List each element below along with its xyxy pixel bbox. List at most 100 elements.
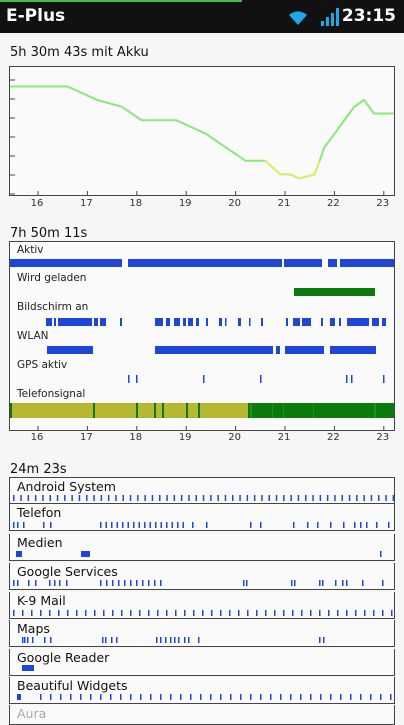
usage-mark bbox=[382, 610, 384, 616]
app-label: Telefon bbox=[17, 505, 62, 520]
app-row-maps[interactable]: Maps bbox=[9, 620, 395, 647]
usage-mark bbox=[170, 637, 172, 643]
app-label: Beautiful Widgets bbox=[17, 678, 128, 693]
app-row-medien[interactable]: Medien bbox=[9, 534, 395, 561]
usage-mark bbox=[139, 610, 141, 616]
app-row-android-system[interactable]: Android System bbox=[9, 477, 395, 504]
x-tick-label: 23 bbox=[376, 198, 390, 209]
usage-mark bbox=[340, 694, 342, 700]
usage-mark bbox=[13, 495, 15, 501]
usage-mark bbox=[130, 580, 132, 586]
app-row-beautiful-widgets[interactable]: Beautiful Widgets bbox=[9, 677, 395, 704]
usage-mark bbox=[280, 694, 282, 700]
status-progress bbox=[0, 0, 242, 2]
usage-mark bbox=[159, 495, 161, 501]
usage-mark bbox=[341, 495, 343, 501]
usage-mark bbox=[356, 495, 358, 501]
wifi-icon bbox=[289, 11, 307, 25]
usage-mark bbox=[157, 610, 159, 616]
x-tick-label: 23 bbox=[376, 432, 390, 443]
app-row-google-services[interactable]: Google Services bbox=[9, 563, 395, 590]
wlan-bar bbox=[47, 346, 93, 354]
usage-mark bbox=[343, 522, 345, 528]
x-tick-label: 17 bbox=[80, 198, 93, 209]
usage-mark bbox=[154, 580, 156, 586]
carrier-label: E-Plus bbox=[6, 6, 66, 26]
usage-mark bbox=[110, 694, 112, 700]
usage-mark bbox=[103, 610, 105, 616]
signal-mark bbox=[250, 403, 252, 418]
usage-mark bbox=[22, 637, 24, 643]
app-row-aura[interactable]: Aura bbox=[9, 705, 395, 725]
battery-chart bbox=[8, 66, 395, 214]
app-label: Google Services bbox=[17, 564, 118, 579]
screen-on-bar bbox=[174, 318, 180, 326]
signal-mark bbox=[10, 403, 12, 418]
usage-mark bbox=[160, 637, 162, 643]
usage-mark bbox=[388, 522, 390, 528]
usage-mark bbox=[90, 694, 92, 700]
usage-mark bbox=[100, 694, 102, 700]
usage-mark bbox=[138, 522, 140, 528]
app-label: Maps bbox=[17, 621, 50, 636]
usage-mark bbox=[107, 495, 110, 501]
usage-mark bbox=[127, 522, 129, 528]
signal-mark bbox=[198, 403, 200, 418]
usage-mark bbox=[192, 522, 194, 528]
usage-mark bbox=[328, 610, 330, 616]
usage-mark bbox=[346, 580, 348, 586]
usage-mark bbox=[111, 522, 113, 528]
charging-bar bbox=[294, 288, 375, 296]
usage-mark bbox=[49, 580, 51, 586]
usage-mark bbox=[13, 522, 15, 528]
usage-mark bbox=[115, 495, 117, 501]
signal-mark bbox=[248, 403, 250, 418]
usage-mark bbox=[330, 522, 332, 528]
screen-on-bar bbox=[238, 318, 241, 326]
usage-mark bbox=[100, 522, 102, 528]
usage-mark bbox=[35, 580, 37, 586]
screen-on-bar bbox=[219, 318, 222, 326]
usage-mark bbox=[27, 637, 29, 643]
signal-mark bbox=[162, 403, 164, 418]
usage-mark bbox=[270, 694, 272, 700]
screen-on-bar bbox=[286, 318, 288, 326]
screen-on-bar bbox=[321, 318, 323, 326]
usage-mark bbox=[171, 522, 173, 528]
usage-mark bbox=[100, 495, 103, 501]
usage-mark bbox=[283, 610, 285, 616]
usage-mark bbox=[250, 522, 252, 528]
active-bar bbox=[328, 259, 337, 267]
usage-mark bbox=[382, 580, 384, 586]
usage-mark bbox=[337, 610, 339, 616]
gps-bar bbox=[383, 375, 385, 383]
app-row-k9-mail[interactable]: K-9 Mail bbox=[9, 592, 395, 619]
active-bar bbox=[340, 259, 394, 267]
screen-on-bar bbox=[372, 318, 379, 326]
usage-mark bbox=[195, 495, 197, 501]
usage-mark bbox=[362, 580, 364, 586]
usage-mark bbox=[390, 694, 392, 700]
usage-mark bbox=[49, 495, 51, 501]
x-tick-label: 20 bbox=[228, 432, 241, 443]
usage-mark bbox=[355, 610, 357, 616]
usage-mark bbox=[385, 495, 387, 501]
usage-mark bbox=[111, 637, 113, 643]
usage-mark bbox=[86, 495, 88, 501]
usage-mark bbox=[350, 694, 352, 700]
usage-mark bbox=[268, 495, 270, 501]
screen-on-bar bbox=[120, 318, 122, 326]
usage-mark bbox=[27, 495, 30, 501]
screen-on-bar bbox=[261, 318, 263, 326]
usage-mark bbox=[229, 610, 231, 616]
usage-mark bbox=[319, 637, 321, 643]
x-tick-label: 20 bbox=[228, 198, 241, 209]
usage-mark bbox=[173, 495, 176, 501]
usage-mark bbox=[23, 522, 25, 528]
screen-on-bar bbox=[183, 318, 186, 326]
usage-mark bbox=[50, 694, 52, 700]
app-row-telefon[interactable]: Telefon bbox=[9, 504, 395, 531]
gps-bar bbox=[203, 375, 205, 383]
app-row-google-reader[interactable]: Google Reader bbox=[9, 649, 395, 676]
usage-mark bbox=[102, 637, 104, 643]
